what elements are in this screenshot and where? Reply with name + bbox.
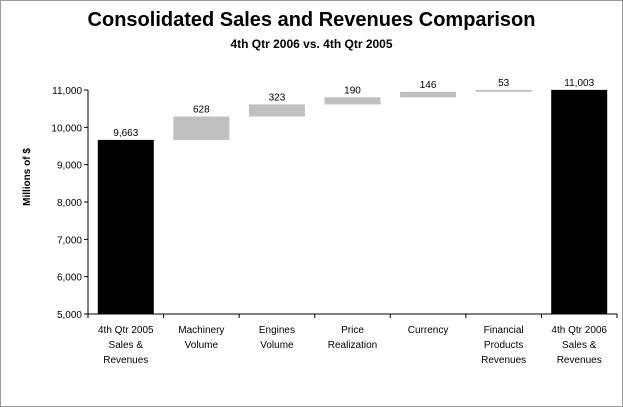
category-label: Volume: [260, 340, 294, 351]
change-bar: [248, 104, 305, 117]
y-tick-label: 8,000: [57, 198, 82, 209]
y-tick-label: 11,000: [52, 86, 82, 97]
category-label: 4th Qtr 2006: [551, 325, 607, 336]
y-tick-label: 9,000: [57, 161, 82, 172]
axes: 5,000 6,000 7,000 8,000 9,000 10,000 11,000: [51, 86, 618, 321]
chart-subtitle: 4th Qtr 2006 vs. 4th Qtr 2005: [230, 37, 393, 51]
total-bar: [551, 89, 608, 314]
data-label: 323: [269, 92, 286, 103]
data-labels: 9,663 628 323 190 146 53 11,003: [113, 78, 594, 139]
y-tick-label: 6,000: [57, 273, 82, 284]
data-label: 628: [193, 104, 210, 115]
y-tick-label: 5,000: [57, 310, 82, 321]
total-bar: [97, 139, 154, 314]
category-label: Machinery: [178, 325, 224, 336]
bars: [97, 89, 608, 314]
category-label: Engines: [259, 325, 295, 336]
data-label: 146: [420, 80, 437, 91]
category-label: Realization: [328, 340, 377, 351]
data-label: 53: [498, 78, 510, 89]
category-label: Products: [484, 340, 523, 351]
change-bar: [475, 89, 532, 92]
category-label: Revenues: [557, 355, 602, 366]
data-label: 9,663: [113, 128, 138, 139]
category-label: Revenues: [481, 355, 526, 366]
category-label: Currency: [408, 325, 449, 336]
y-axis-label: Millions of $: [22, 148, 33, 206]
change-bar: [173, 116, 230, 140]
y-tick-label: 7,000: [57, 235, 82, 246]
data-label: 190: [344, 85, 361, 96]
category-label: Volume: [185, 340, 219, 351]
data-label: 11,003: [564, 78, 594, 89]
category-label: Sales &: [562, 340, 597, 351]
category-label: Financial: [484, 325, 524, 336]
category-label: 4th Qtr 2005: [98, 325, 154, 336]
y-tick-label: 10,000: [51, 123, 82, 134]
category-label: Price: [341, 325, 364, 336]
category-label: Sales &: [109, 340, 144, 351]
change-bar: [400, 91, 457, 98]
change-bar: [324, 97, 381, 105]
category-labels: 4th Qtr 2005 Sales & Revenues Machinery Volu…: [98, 325, 607, 366]
chart-title: Consolidated Sales and Revenues Comparis…: [87, 9, 536, 31]
category-label: Revenues: [103, 355, 148, 366]
